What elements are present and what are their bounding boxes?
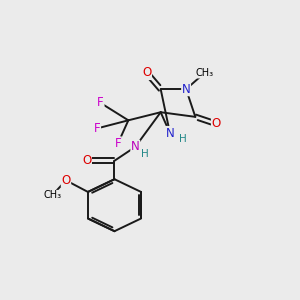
Text: CH₃: CH₃ bbox=[196, 68, 214, 78]
Text: CH₃: CH₃ bbox=[43, 190, 61, 200]
Text: N: N bbox=[131, 140, 140, 153]
Text: F: F bbox=[94, 122, 101, 135]
Text: O: O bbox=[82, 154, 92, 167]
Text: O: O bbox=[61, 174, 70, 187]
Text: O: O bbox=[212, 117, 221, 130]
Text: H: H bbox=[179, 134, 187, 144]
Text: H: H bbox=[141, 149, 148, 159]
Text: N: N bbox=[182, 82, 190, 96]
Text: N: N bbox=[166, 127, 174, 140]
Text: F: F bbox=[115, 137, 121, 150]
Text: O: O bbox=[142, 67, 152, 80]
Text: F: F bbox=[97, 97, 104, 110]
